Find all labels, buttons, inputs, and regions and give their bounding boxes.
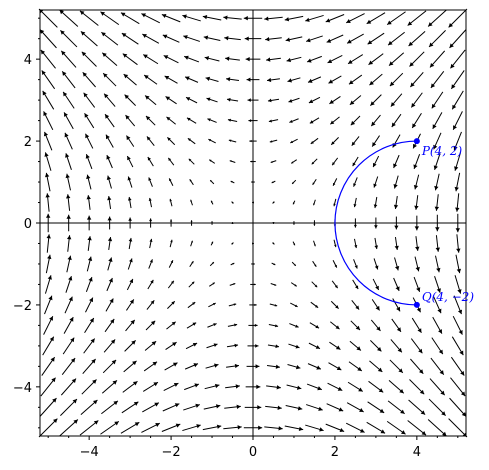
y-tick-label: −4 (13, 381, 32, 396)
point-marker (414, 138, 420, 144)
point-marker (414, 302, 420, 308)
x-tick-label: 2 (331, 445, 339, 460)
x-tick-label: −2 (161, 445, 180, 460)
y-tick-label: −2 (13, 299, 32, 314)
x-tick-label: 0 (249, 445, 257, 460)
y-tick-label: 0 (24, 217, 32, 232)
y-tick-label: 2 (24, 135, 32, 150)
y-tick-label: 4 (24, 53, 32, 68)
x-tick-label: −4 (80, 445, 99, 460)
point-label: Q(4, −2) (422, 290, 474, 304)
x-tick-label: 4 (413, 445, 421, 460)
point-label: P(4, 2) (421, 144, 463, 158)
